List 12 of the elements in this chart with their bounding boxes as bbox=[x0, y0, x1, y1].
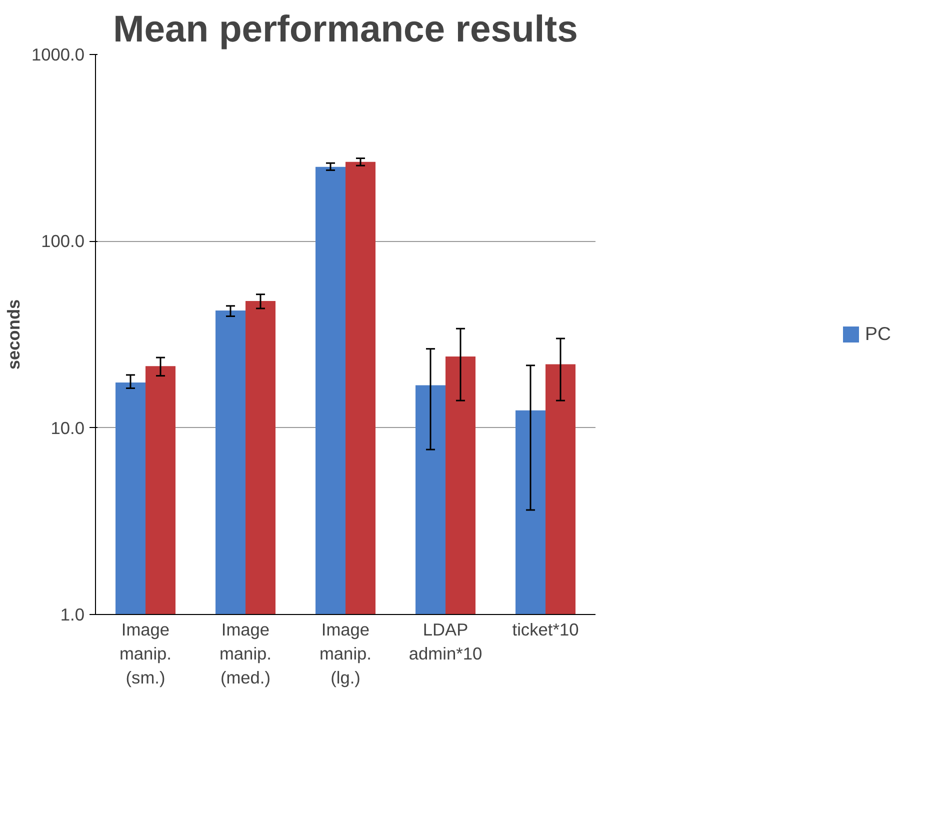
y-tick-label: 1000.0 bbox=[32, 44, 84, 64]
x-tick-label: ticket*10 bbox=[512, 620, 579, 640]
y-tick-label: 100.0 bbox=[41, 231, 85, 252]
x-tick-label: Image manip. (sm.) bbox=[119, 620, 172, 688]
y-axis-title: seconds bbox=[4, 299, 24, 370]
y-tick-label: 1.0 bbox=[60, 604, 85, 624]
y-tick-label: 10.0 bbox=[50, 418, 85, 438]
x-tick-label: Image manip. (lg.) bbox=[319, 620, 372, 688]
legend-label: PC bbox=[865, 323, 892, 345]
chart-title: Mean performance results bbox=[113, 8, 578, 50]
x-tick-label: Image manip. (med.) bbox=[219, 620, 272, 688]
x-tick-label: LDAP admin*10 bbox=[408, 620, 482, 664]
